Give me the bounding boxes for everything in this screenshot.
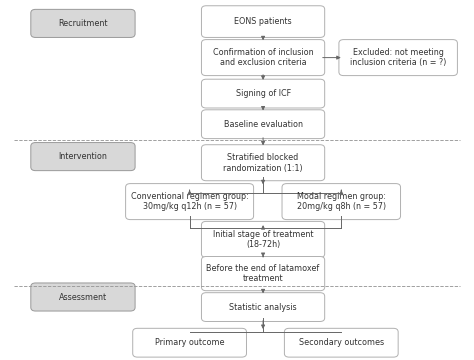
FancyBboxPatch shape (133, 328, 246, 357)
Text: Excluded: not meeting
inclusion criteria (n = ?): Excluded: not meeting inclusion criteria… (350, 48, 447, 67)
Text: Confirmation of inclusion
and exclusion criteria: Confirmation of inclusion and exclusion … (213, 48, 313, 67)
FancyBboxPatch shape (31, 283, 135, 311)
FancyBboxPatch shape (201, 110, 325, 139)
Text: Statistic analysis: Statistic analysis (229, 302, 297, 312)
FancyBboxPatch shape (282, 184, 401, 220)
Text: Assessment: Assessment (59, 292, 107, 302)
FancyBboxPatch shape (201, 256, 325, 291)
FancyBboxPatch shape (201, 6, 325, 37)
Text: Before the end of latamoxef
treatment: Before the end of latamoxef treatment (207, 264, 319, 283)
Text: Initial stage of treatment
(18-72h): Initial stage of treatment (18-72h) (213, 230, 313, 249)
Text: Recruitment: Recruitment (58, 19, 108, 28)
Text: Primary outcome: Primary outcome (155, 338, 224, 347)
Text: Stratified blocked
randomization (1:1): Stratified blocked randomization (1:1) (223, 153, 303, 172)
FancyBboxPatch shape (31, 9, 135, 37)
Text: Conventional regimen group:
30mg/kg q12h (n = 57): Conventional regimen group: 30mg/kg q12h… (131, 192, 248, 211)
FancyBboxPatch shape (201, 221, 325, 257)
FancyBboxPatch shape (201, 79, 325, 108)
FancyBboxPatch shape (126, 184, 254, 220)
FancyBboxPatch shape (31, 143, 135, 171)
FancyBboxPatch shape (201, 293, 325, 321)
FancyBboxPatch shape (339, 40, 457, 76)
FancyBboxPatch shape (201, 40, 325, 76)
Text: EONS patients: EONS patients (234, 17, 292, 26)
Text: Modal regimen group:
20mg/kg q8h (n = 57): Modal regimen group: 20mg/kg q8h (n = 57… (297, 192, 386, 211)
Text: Signing of ICF: Signing of ICF (236, 89, 291, 98)
Text: Baseline evaluation: Baseline evaluation (224, 120, 302, 129)
FancyBboxPatch shape (284, 328, 398, 357)
Text: Intervention: Intervention (58, 152, 108, 161)
FancyBboxPatch shape (201, 145, 325, 181)
Text: Secondary outcomes: Secondary outcomes (299, 338, 384, 347)
